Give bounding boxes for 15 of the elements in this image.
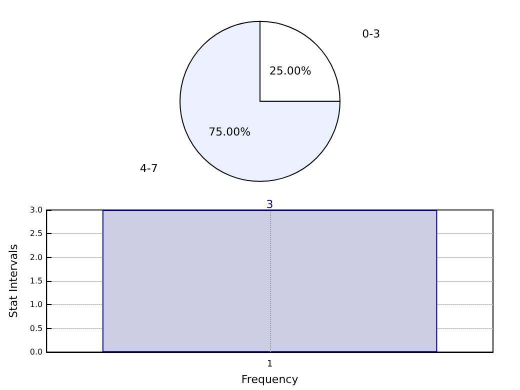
data-label: 75.00% — [208, 125, 251, 138]
slice-label: 4-7 — [140, 162, 158, 176]
y-tick-label: 2.0 — [30, 252, 43, 262]
y-axis-title: Stat Intervals — [7, 244, 20, 318]
y-tick-label: 3.0 — [30, 206, 43, 214]
slice-label: 0-3 — [362, 28, 380, 41]
data-label: 3 — [266, 198, 274, 211]
y-tick-label: 2.5 — [30, 229, 43, 238]
y-tick-label: 1.5 — [30, 276, 43, 286]
x-axis-title: Frequency — [241, 373, 299, 386]
x-tick-label: 1 — [266, 360, 273, 370]
y-tick-label: 0.5 — [30, 324, 43, 333]
data-label: 25.00% — [269, 64, 312, 78]
y-tick-label: 1.0 — [30, 300, 43, 310]
y-tick-label: 0.0 — [30, 348, 43, 357]
